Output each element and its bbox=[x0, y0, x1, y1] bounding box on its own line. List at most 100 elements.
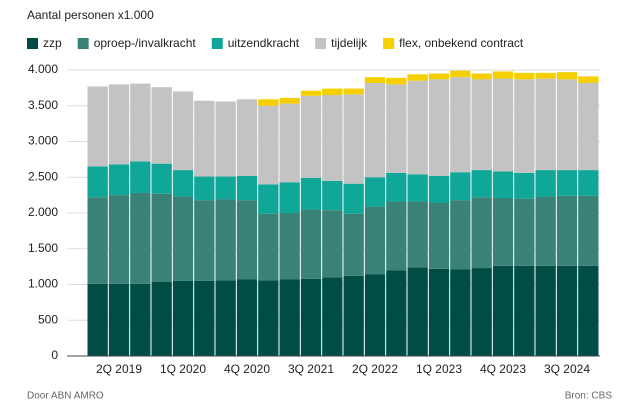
bar-segment bbox=[428, 175, 450, 203]
bar-segment bbox=[130, 283, 151, 356]
bar-segment bbox=[386, 84, 407, 173]
bar-segment bbox=[322, 88, 343, 96]
bar-segment bbox=[236, 99, 258, 176]
bar-segment bbox=[215, 280, 236, 356]
x-tick-label: 3Q 2024 bbox=[544, 362, 590, 376]
bar-segment bbox=[386, 172, 407, 202]
bar-segment bbox=[556, 72, 578, 80]
bar-segment bbox=[556, 195, 578, 266]
bar-segment bbox=[514, 72, 535, 80]
bar-segment bbox=[578, 76, 599, 83]
bar-segment bbox=[108, 164, 130, 196]
bar-segment bbox=[343, 183, 364, 214]
x-tick-label: 3Q 2021 bbox=[288, 362, 334, 376]
x-tick-label: 4Q 2020 bbox=[224, 362, 270, 376]
bar-segment bbox=[514, 79, 535, 173]
bar-segment bbox=[364, 77, 386, 83]
bar-segment bbox=[428, 202, 450, 269]
bar-segment bbox=[258, 184, 279, 214]
bar-segment bbox=[428, 73, 450, 80]
bar-segment bbox=[450, 172, 471, 201]
y-tick-label: 2.500 bbox=[28, 169, 58, 183]
bar-segment bbox=[151, 87, 172, 164]
bar-segment bbox=[279, 213, 300, 280]
bar-segment bbox=[279, 182, 300, 213]
legend-label: flex, onbekend contract bbox=[399, 36, 524, 50]
bar-segment bbox=[172, 280, 194, 356]
bar-segment bbox=[535, 170, 556, 197]
bar-segment bbox=[258, 99, 279, 106]
x-tick-label: 4Q 2023 bbox=[480, 362, 526, 376]
bar-segment bbox=[471, 73, 492, 80]
bar-segment bbox=[300, 95, 322, 178]
bar-segment bbox=[130, 83, 151, 162]
bar-segment bbox=[322, 95, 343, 181]
legend-label: oproep-/invalkracht bbox=[94, 36, 197, 50]
x-tick-label: 2Q 2019 bbox=[96, 362, 142, 376]
bar-segment bbox=[194, 200, 215, 281]
bar-segment bbox=[514, 198, 535, 266]
bar-segment bbox=[492, 71, 514, 79]
bar-segment bbox=[514, 172, 535, 199]
bar-segment bbox=[215, 101, 236, 177]
bar-segment bbox=[450, 70, 471, 78]
bar-segment bbox=[364, 274, 386, 356]
bar-segment bbox=[258, 280, 279, 356]
bar-segment bbox=[450, 200, 471, 270]
bar-segment bbox=[236, 279, 258, 356]
bar-segment bbox=[492, 197, 514, 266]
bar-segment bbox=[279, 103, 300, 183]
bar-segment bbox=[386, 270, 407, 356]
source: Bron: CBS bbox=[565, 391, 613, 402]
bar-segment bbox=[556, 170, 578, 196]
bar-segment bbox=[471, 268, 492, 356]
bar-segment bbox=[87, 197, 108, 284]
bar-segment bbox=[428, 268, 450, 356]
bar-segment bbox=[428, 79, 450, 176]
bar-segment bbox=[364, 82, 386, 178]
bar-segment bbox=[108, 195, 130, 284]
y-tick-label: 1.000 bbox=[28, 277, 58, 291]
legend-swatch bbox=[383, 38, 395, 49]
legend-swatch bbox=[77, 38, 89, 49]
y-tick-label: 3.500 bbox=[28, 98, 58, 112]
bar-segment bbox=[535, 196, 556, 266]
bar-segment bbox=[492, 265, 514, 356]
bar-segment bbox=[578, 265, 599, 356]
y-tick-label: 3.000 bbox=[28, 134, 58, 148]
y-tick-label: 2.000 bbox=[28, 205, 58, 219]
bar-segment bbox=[471, 79, 492, 171]
bar-segment bbox=[407, 74, 428, 81]
bar-segment bbox=[215, 199, 236, 281]
bar-segment bbox=[236, 175, 258, 201]
bar-segment bbox=[514, 265, 535, 356]
bar-segment bbox=[471, 197, 492, 269]
bar-segment bbox=[151, 163, 172, 194]
bar-segment bbox=[300, 90, 322, 96]
y-tick-label: 1.500 bbox=[28, 241, 58, 255]
x-tick-label: 1Q 2023 bbox=[416, 362, 462, 376]
bar-segment bbox=[450, 77, 471, 173]
bar-segment bbox=[364, 206, 386, 275]
bar-segment bbox=[535, 78, 556, 171]
bar-segment bbox=[492, 171, 514, 198]
bar-segment bbox=[279, 97, 300, 104]
bar-segment bbox=[151, 193, 172, 282]
bar-segment bbox=[450, 269, 471, 356]
bar-segment bbox=[343, 275, 364, 356]
bar-segment bbox=[300, 278, 322, 356]
bar-segment bbox=[279, 279, 300, 356]
bar-segment bbox=[258, 105, 279, 185]
bar-segment bbox=[322, 180, 343, 211]
bar-segment bbox=[194, 280, 215, 356]
bar-segment bbox=[215, 176, 236, 200]
bar-segment bbox=[343, 213, 364, 276]
bar-segment bbox=[172, 196, 194, 281]
bar-segment bbox=[556, 265, 578, 356]
bar-segment bbox=[578, 195, 599, 266]
bar-segment bbox=[407, 80, 428, 175]
y-axis-label: Aantal personen x1.000 bbox=[27, 8, 154, 22]
bar-segment bbox=[172, 170, 194, 197]
legend-label: zzp bbox=[43, 36, 62, 50]
bar-segment bbox=[87, 166, 108, 198]
